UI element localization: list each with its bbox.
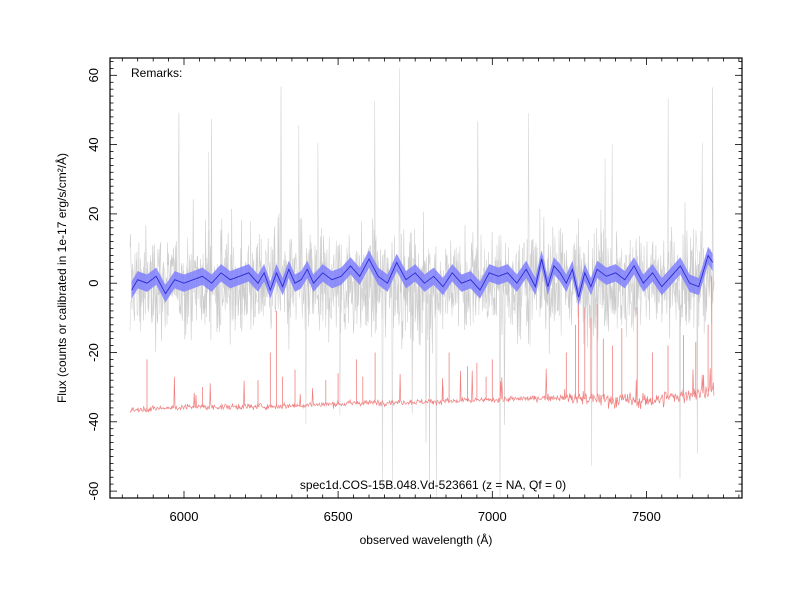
binned-flux-series — [131, 246, 714, 306]
y-axis-label: Flux (counts or calibrated in 1e-17 erg/… — [54, 153, 69, 403]
y-tick-label: 60 — [86, 68, 101, 82]
axis-ticks: 6000 6500 7000 7500 -60 -40 -20 0 20 40 60 — [86, 58, 742, 524]
y-tick-label: 40 — [86, 137, 101, 151]
noise-series — [129, 276, 715, 413]
noise-line — [129, 368, 715, 413]
binned-error-band — [131, 246, 713, 306]
y-tick-label: -20 — [86, 343, 101, 362]
x-tick-label: 6000 — [170, 509, 199, 524]
plot-frame — [109, 57, 743, 499]
x-tick-label: 7500 — [632, 509, 661, 524]
raw-flux-line — [129, 86, 715, 497]
remarks-label: Remarks: — [131, 66, 182, 80]
x-tick-label: 7000 — [478, 509, 507, 524]
y-tick-label: 0 — [86, 280, 101, 287]
x-tick-label: 6500 — [324, 509, 353, 524]
binned-flux-line — [131, 254, 714, 298]
chart-title: spec1d.COS-15B.048.Vd-523661 (z = NA, Qf… — [300, 478, 566, 492]
y-tick-label: -60 — [86, 482, 101, 501]
y-tick-label: 20 — [86, 207, 101, 221]
y-tick-label: -40 — [86, 412, 101, 431]
x-axis-label: observed wavelength (Å) — [360, 532, 493, 547]
